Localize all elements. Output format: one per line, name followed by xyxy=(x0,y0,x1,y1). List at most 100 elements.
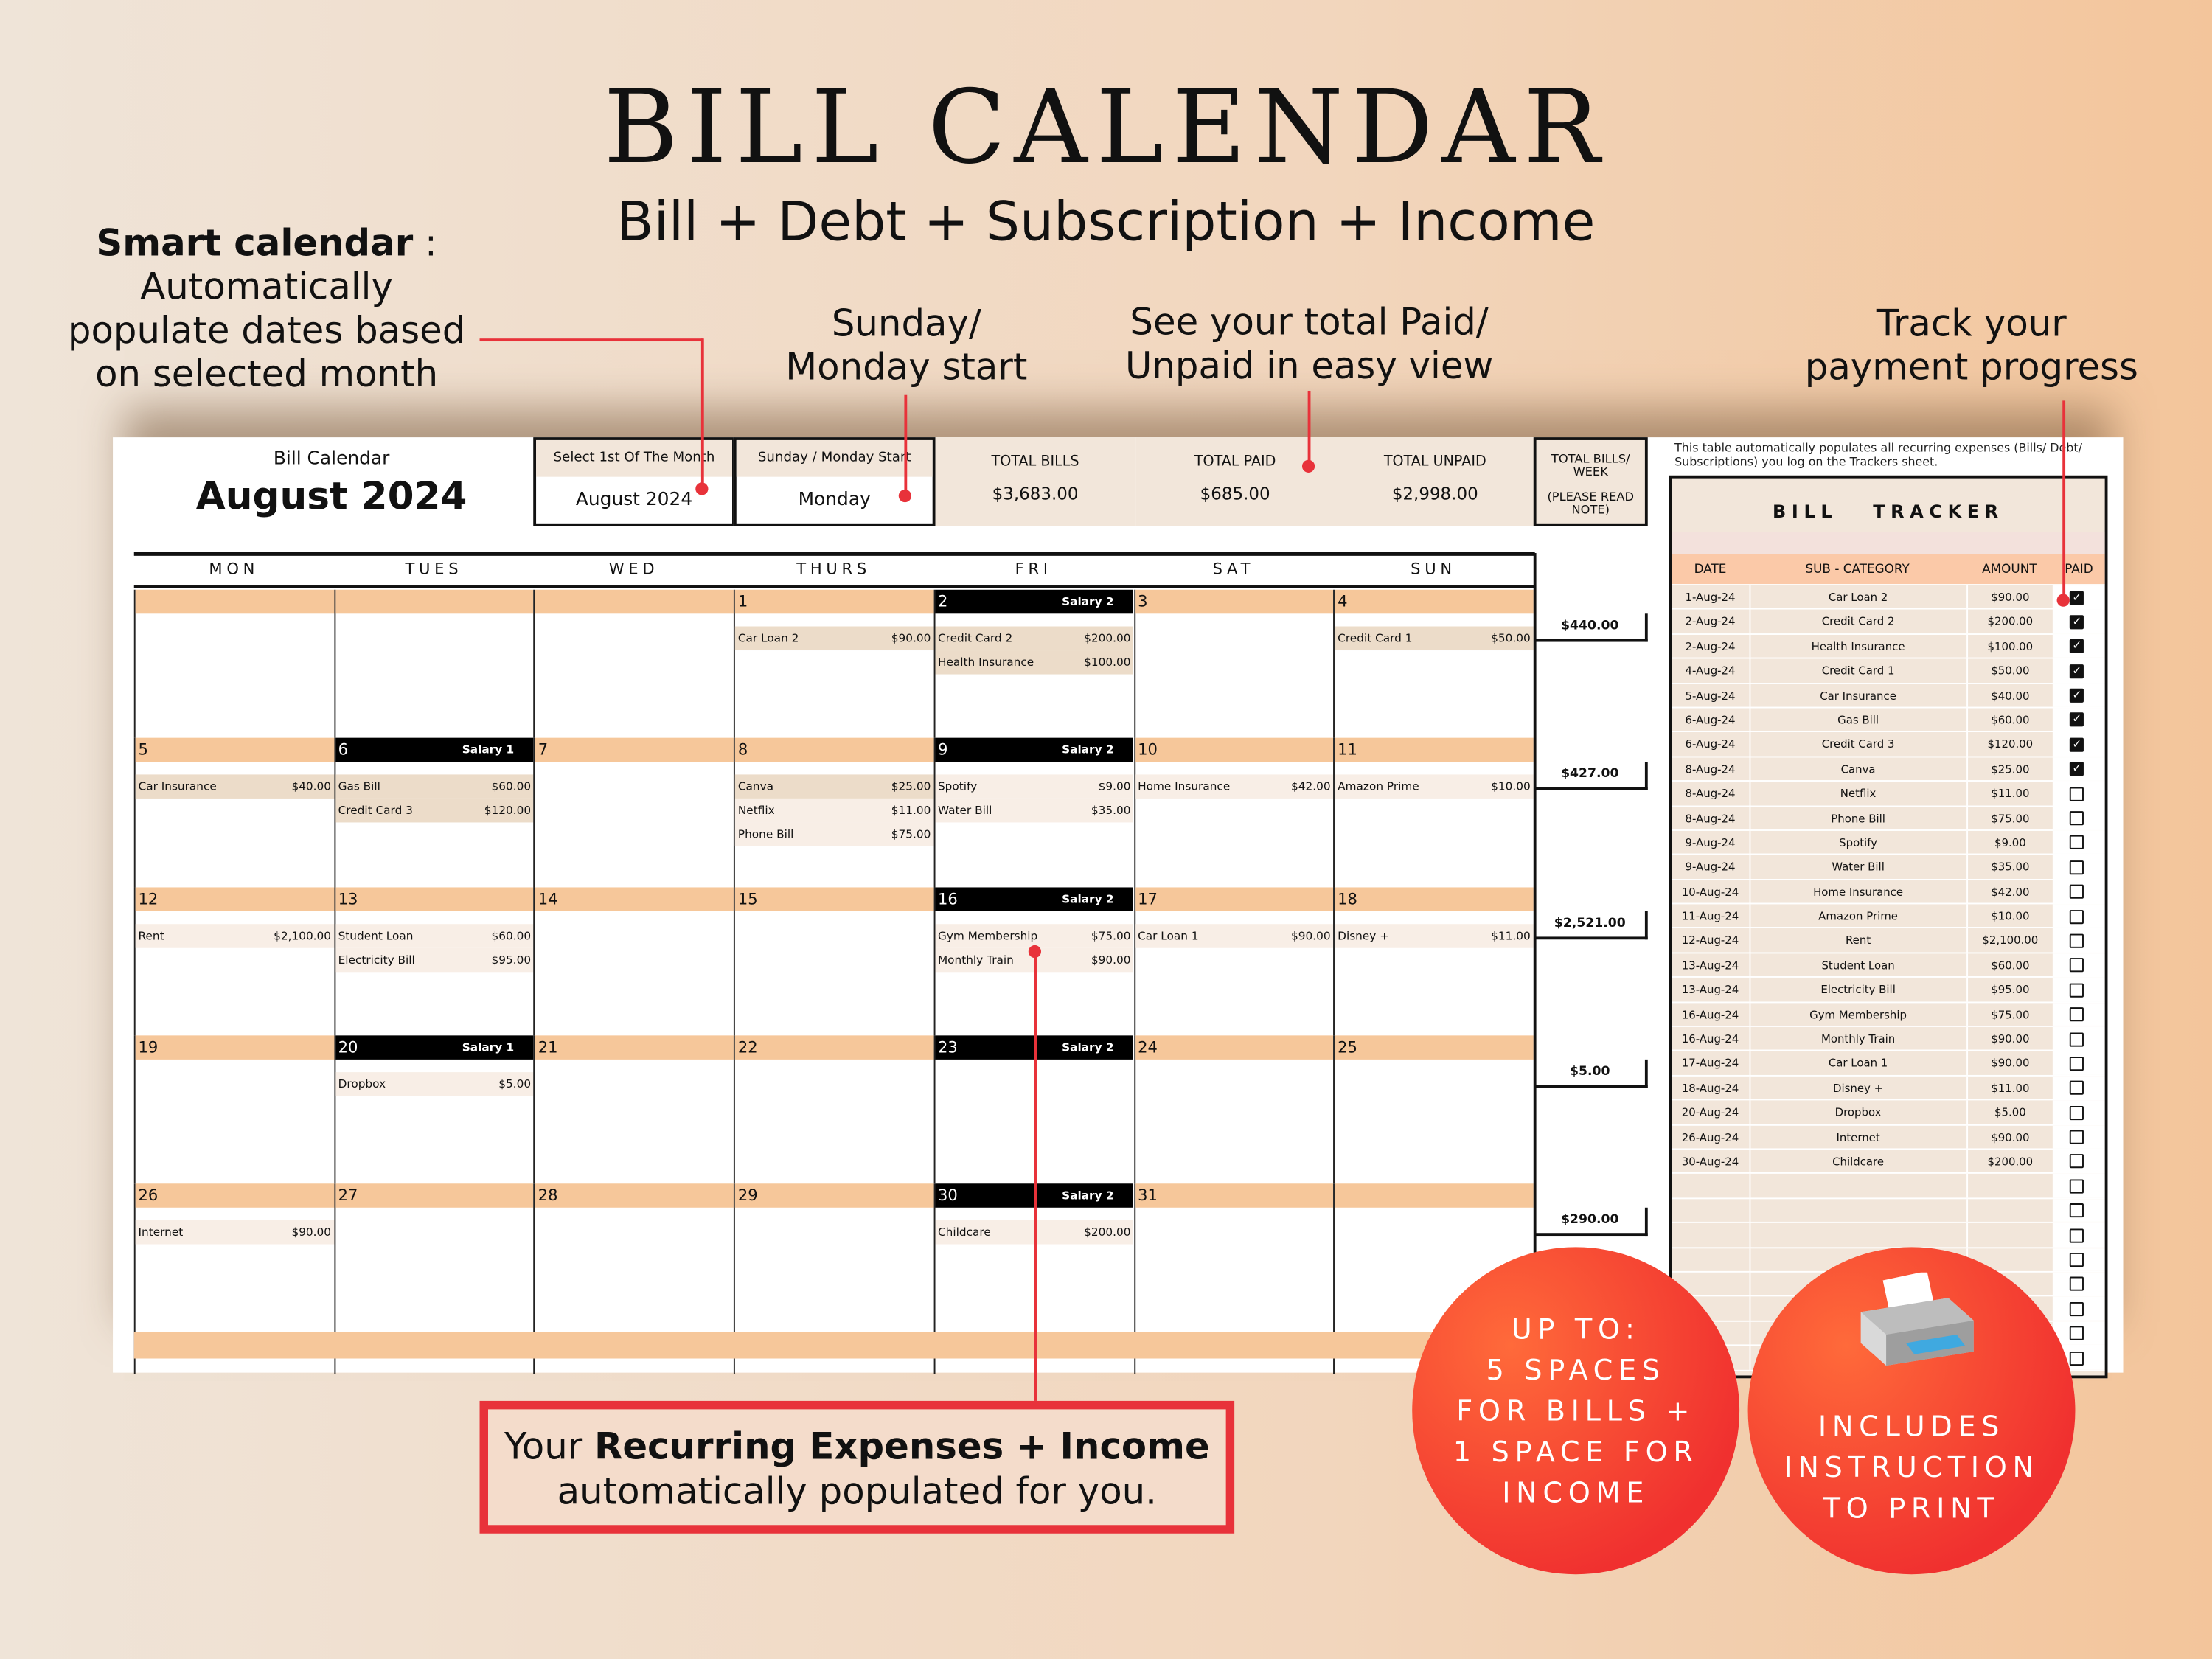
paid-checkbox[interactable] xyxy=(2070,1326,2084,1341)
calendar-day[interactable]: 14 xyxy=(533,886,734,1036)
calendar-day[interactable]: 22 xyxy=(734,1035,934,1184)
day-header: 26 xyxy=(135,1183,334,1208)
calendar-day[interactable]: 13 Student Loan $60.00 Electricity Bill $95.… xyxy=(333,886,534,1036)
summary-2: TOTAL UNPAID $2,998.00 xyxy=(1335,437,1535,526)
pointer-dot xyxy=(1301,459,1315,473)
pointer-dot xyxy=(695,482,709,495)
paid-checkbox[interactable]: ✓ xyxy=(2070,737,2084,752)
paid-checkbox[interactable]: ✓ xyxy=(2070,688,2084,703)
day-header: 18 xyxy=(1335,886,1534,911)
paid-checkbox[interactable]: ✓ xyxy=(2070,664,2084,678)
paid-checkbox[interactable] xyxy=(2070,1253,2084,1267)
paid-checkbox[interactable] xyxy=(2070,1301,2084,1316)
paid-checkbox[interactable] xyxy=(2070,1351,2084,1366)
paid-checkbox[interactable] xyxy=(2070,909,2084,924)
calendar-day[interactable]: 17 Car Loan 1 $90.00 xyxy=(1133,886,1334,1036)
start-day-value[interactable]: Monday xyxy=(798,489,871,511)
tracker-row: 1-Aug-24 Car Loan 2 $90.00 ✓ xyxy=(1672,585,2105,611)
paid-checkbox[interactable] xyxy=(2070,1130,2084,1144)
tracker-row: 4-Aug-24 Credit Card 1 $50.00 ✓ xyxy=(1672,658,2105,684)
paid-checkbox[interactable] xyxy=(2070,1032,2084,1046)
day-name: SUN xyxy=(1411,560,1456,579)
calendar-day[interactable] xyxy=(333,589,534,739)
day-header: 10 xyxy=(1135,738,1334,762)
paid-checkbox[interactable]: ✓ xyxy=(2070,713,2084,728)
calendar-day[interactable]: 8 Canva $25.00 Netflix $11.00 Phone Bill $75.0… xyxy=(734,738,934,887)
calendar-day[interactable]: 29 xyxy=(734,1183,934,1333)
calendar-day[interactable]: 20 Salary 1 Dropbox $5.00 xyxy=(333,1035,534,1184)
calendar-day[interactable]: 6 Salary 1 Gas Bill $60.00 Credit Card 3 $120… xyxy=(333,738,534,887)
bill-entry: Electricity Bill $95.00 xyxy=(335,947,534,972)
tracker-row: 20-Aug-24 Dropbox $5.00 xyxy=(1672,1100,2105,1126)
bill-entry: Canva $25.00 xyxy=(735,774,934,799)
calendar-day[interactable]: 12 Rent $2,100.00 xyxy=(133,886,334,1036)
calendar-day[interactable]: 28 xyxy=(533,1183,734,1333)
paid-checkbox[interactable] xyxy=(2070,1105,2084,1120)
paid-checkbox[interactable] xyxy=(2070,1228,2084,1242)
day-header xyxy=(335,589,534,614)
bill-name: Car Insurance xyxy=(138,780,217,793)
calendar-day[interactable] xyxy=(1333,1183,1534,1333)
paid-checkbox[interactable]: ✓ xyxy=(2070,590,2084,605)
paid-checkbox[interactable] xyxy=(2070,811,2084,826)
calendar-day[interactable]: 7 xyxy=(533,738,734,887)
day-header: 13 xyxy=(335,886,534,911)
tracker-row: 6-Aug-24 Gas Bill $60.00 ✓ xyxy=(1672,708,2105,733)
calendar-day[interactable]: 3 xyxy=(1133,589,1334,739)
paid-checkbox[interactable] xyxy=(2070,1081,2084,1096)
calendar-day[interactable]: 16 Salary 2 Gym Membership $75.00 Monthly Tr… xyxy=(933,886,1134,1036)
bill-name: Dropbox xyxy=(338,1077,386,1091)
paid-checkbox[interactable] xyxy=(2070,1179,2084,1194)
calendar-day[interactable]: 27 xyxy=(333,1183,534,1333)
day-header: 24 xyxy=(1135,1035,1334,1060)
tracker-row: 12-Aug-24 Rent $2,100.00 xyxy=(1672,928,2105,954)
paid-checkbox[interactable] xyxy=(2070,786,2084,801)
calendar-day[interactable]: 2 Salary 2 Credit Card 2 $200.00 Health Insu… xyxy=(933,589,1134,739)
calendar-day[interactable]: 18 Disney + $11.00 xyxy=(1333,886,1534,1036)
calendar-day[interactable]: 15 xyxy=(734,886,934,1036)
calendar-day[interactable]: 1 Car Loan 2 $90.00 xyxy=(734,589,934,739)
paid-checkbox[interactable] xyxy=(2070,1277,2084,1292)
calendar-day[interactable]: 9 Salary 2 Spotify $9.00 Water Bill $35.00 xyxy=(933,738,1134,887)
badge-line: TO PRINT xyxy=(1823,1490,2000,1525)
pointer-line xyxy=(1307,390,1311,465)
bill-amount: $2,100.00 xyxy=(274,929,332,942)
start-day-select[interactable]: Sunday / Monday Start Monday xyxy=(733,437,936,526)
paid-checkbox[interactable] xyxy=(2070,1007,2084,1022)
paid-checkbox[interactable] xyxy=(2070,884,2084,900)
day-header: 27 xyxy=(335,1183,534,1208)
calendar-day[interactable]: 5 Car Insurance $40.00 xyxy=(133,738,334,887)
paid-checkbox[interactable] xyxy=(2070,958,2084,973)
calendar-day[interactable]: 25 xyxy=(1333,1035,1534,1184)
calendar-day[interactable]: 4 Credit Card 1 $50.00 xyxy=(1333,589,1534,739)
day-header: 1 xyxy=(735,589,934,614)
tracker-row: 2-Aug-24 Credit Card 2 $200.00 ✓ xyxy=(1672,610,2105,635)
month-select[interactable]: Select 1st Of The Month August 2024 xyxy=(533,437,735,526)
paid-checkbox[interactable] xyxy=(2070,860,2084,874)
calendar-day[interactable]: 21 xyxy=(533,1035,734,1184)
col-category: SUB - CATEGORY xyxy=(1805,563,1910,577)
paid-checkbox[interactable]: ✓ xyxy=(2070,614,2084,630)
bill-amount: $25.00 xyxy=(891,780,931,793)
month-select-value[interactable]: August 2024 xyxy=(575,489,693,511)
row-date: 18-Aug-24 xyxy=(1681,1082,1739,1095)
paid-checkbox[interactable] xyxy=(2070,1203,2084,1218)
calendar-day[interactable]: 11 Amazon Prime $10.00 xyxy=(1333,738,1534,887)
bill-amount: $50.00 xyxy=(1491,632,1531,645)
paid-checkbox[interactable] xyxy=(2070,835,2084,850)
summary-value: $2,998.00 xyxy=(1391,484,1478,504)
paid-checkbox[interactable] xyxy=(2070,1155,2084,1169)
calendar-day[interactable] xyxy=(533,589,734,739)
day-number: 17 xyxy=(1138,889,1158,908)
paid-checkbox[interactable] xyxy=(2070,1056,2084,1071)
paid-checkbox[interactable]: ✓ xyxy=(2070,762,2084,776)
calendar-day[interactable]: 19 xyxy=(133,1035,334,1184)
paid-checkbox[interactable]: ✓ xyxy=(2070,639,2084,654)
calendar-day[interactable]: 26 Internet $90.00 xyxy=(133,1183,334,1333)
calendar-day[interactable] xyxy=(133,589,334,739)
paid-checkbox[interactable] xyxy=(2070,933,2084,948)
calendar-day[interactable]: 31 xyxy=(1133,1183,1334,1333)
paid-checkbox[interactable] xyxy=(2070,983,2084,998)
calendar-day[interactable]: 10 Home Insurance $42.00 xyxy=(1133,738,1334,887)
calendar-day[interactable]: 24 xyxy=(1133,1035,1334,1184)
